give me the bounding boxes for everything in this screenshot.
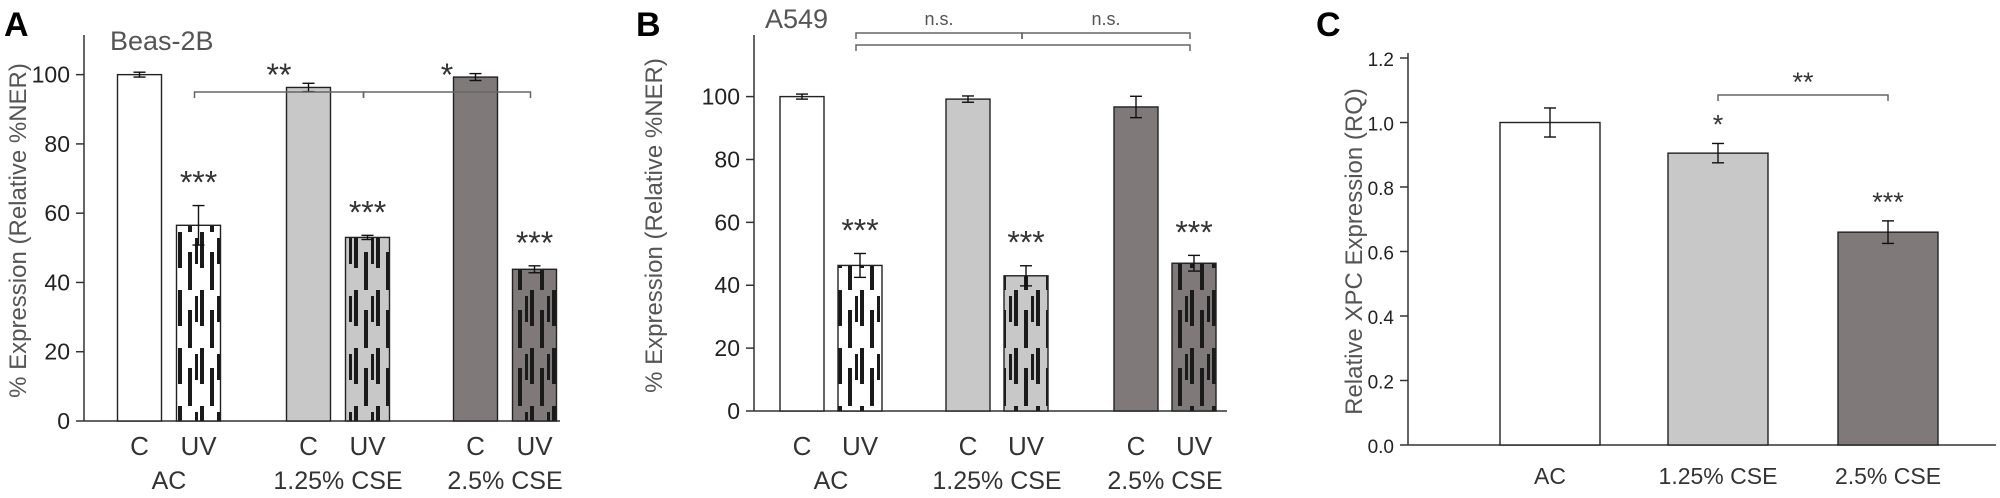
comparison-bracket xyxy=(855,44,1191,51)
y-tick-label: 100 xyxy=(702,84,740,110)
bar xyxy=(285,86,332,422)
y-tick-label: 0.6 xyxy=(1368,244,1394,265)
x-tick-label: C xyxy=(959,431,978,461)
y-tick-label: 1.2 xyxy=(1368,50,1394,71)
x-group-label: 2.5% CSE xyxy=(447,467,562,495)
y-tick-label: 0 xyxy=(57,408,70,434)
panel-letter: B xyxy=(636,6,661,44)
y-tick-label: 20 xyxy=(714,335,740,361)
x-tick-label: C xyxy=(299,431,318,461)
bar xyxy=(175,224,222,422)
comparison-label: n.s. xyxy=(924,9,953,29)
x-tick-label: 1.25% CSE xyxy=(1659,463,1778,489)
significance-marker: *** xyxy=(1872,187,1904,217)
x-tick-label: UV xyxy=(516,431,553,461)
y-tick-label: 40 xyxy=(44,269,70,295)
y-tick-label: 80 xyxy=(44,131,70,157)
chart-title: A549 xyxy=(765,4,828,34)
y-tick-label: 100 xyxy=(32,62,70,88)
comparison-label: n.s. xyxy=(1091,9,1120,29)
significance-marker: *** xyxy=(180,165,217,201)
y-tick-label: 1.0 xyxy=(1368,115,1394,136)
y-axis-label: % Expression (Relative %NER) xyxy=(5,63,32,398)
y-tick-label: 0 xyxy=(727,398,740,424)
comparison-label: * xyxy=(441,57,453,93)
bar xyxy=(779,95,825,412)
panel-b: B A549 0 20 40 60 80 100 % Expression (Relative … xyxy=(636,4,1227,495)
bar xyxy=(511,268,558,422)
comparison-bracket xyxy=(1021,32,1191,39)
significance-marker: *** xyxy=(1175,214,1212,250)
y-axis-label: % Expression (Relative %NER) xyxy=(641,58,668,393)
panel-a: A Beas-2B 0 20 40 60 80 100% Expression (Relati… xyxy=(4,6,563,495)
bar xyxy=(1113,106,1159,412)
comparison-label: ** xyxy=(267,57,292,93)
x-tick-label: UV xyxy=(1008,431,1045,461)
x-group-label: 1.25% CSE xyxy=(932,467,1061,495)
chart-title: Beas-2B xyxy=(110,26,214,56)
y-tick-label: 60 xyxy=(714,209,740,235)
x-group-label: AC xyxy=(814,467,849,495)
x-tick-label: UV xyxy=(349,431,386,461)
comparison-label: ** xyxy=(1792,67,1814,97)
significance-marker: * xyxy=(1713,109,1724,139)
bar xyxy=(116,73,163,422)
y-tick-label: 60 xyxy=(44,200,70,226)
significance-marker: *** xyxy=(1007,225,1044,261)
significance-marker: *** xyxy=(349,194,386,230)
comparison-bracket xyxy=(855,32,1023,39)
x-tick-label: C xyxy=(793,431,812,461)
bar xyxy=(1171,262,1217,412)
bar xyxy=(1499,121,1601,446)
bar xyxy=(452,76,499,422)
bar xyxy=(344,236,391,422)
x-group-label: AC xyxy=(152,467,187,495)
comparison-bracket xyxy=(1717,94,1889,101)
x-tick-label: AC xyxy=(1534,463,1566,489)
significance-marker: *** xyxy=(841,212,878,248)
x-tick-label: UV xyxy=(1176,431,1213,461)
panel-letter: A xyxy=(4,6,29,44)
x-tick-label: UV xyxy=(842,431,879,461)
y-tick-label: 0.8 xyxy=(1368,179,1394,200)
y-axis-label: Relative XPC Expression (RQ) xyxy=(1341,88,1368,415)
x-tick-label: C xyxy=(1127,431,1146,461)
y-tick-label: 20 xyxy=(44,339,70,365)
bar xyxy=(1667,152,1769,446)
bar xyxy=(1837,231,1939,446)
x-tick-label: C xyxy=(466,431,485,461)
significance-marker: *** xyxy=(516,225,553,261)
bar xyxy=(945,98,991,412)
bar xyxy=(837,264,883,412)
x-group-label: 1.25% CSE xyxy=(273,467,402,495)
x-tick-label: UV xyxy=(180,431,217,461)
y-tick-label: 0.0 xyxy=(1368,437,1394,458)
y-tick-label: 40 xyxy=(714,272,740,298)
x-tick-label: C xyxy=(130,431,149,461)
panel-letter: C xyxy=(1316,6,1341,44)
y-tick-label: 80 xyxy=(714,146,740,172)
y-tick-label: 0.4 xyxy=(1368,308,1395,329)
x-group-label: 2.5% CSE xyxy=(1107,467,1222,495)
x-tick-label: 2.5% CSE xyxy=(1835,463,1941,489)
y-tick-label: 0.2 xyxy=(1368,373,1394,394)
bar xyxy=(1003,275,1049,412)
comparison-bracket xyxy=(362,91,532,98)
